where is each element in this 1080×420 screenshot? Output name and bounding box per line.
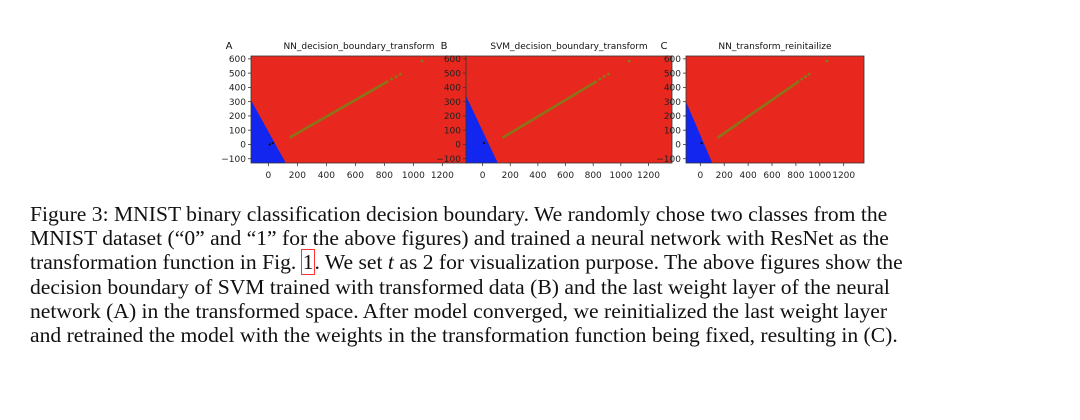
y-tick-label: 0 — [455, 141, 461, 151]
data-point — [627, 59, 631, 63]
x-tick-label: 200 — [502, 171, 519, 181]
transformed-points-line — [716, 80, 800, 139]
x-tick-label: 600 — [347, 171, 364, 181]
chart-panel-b: −100 0 100 200 300 400 500 600 0 200 400 600 800 1000… — [436, 41, 673, 181]
y-tick-label: 0 — [675, 141, 681, 151]
data-point — [807, 72, 811, 76]
x-tick-label: 1000 — [402, 171, 425, 181]
y-tick-label: 200 — [444, 112, 461, 122]
data-point — [602, 75, 606, 79]
figure-caption: Figure 3: MNIST binary classification de… — [30, 202, 1060, 347]
data-point — [390, 77, 394, 81]
caption-line: Figure 3: MNIST binary classification de… — [30, 202, 888, 226]
x-tick-label: 0 — [480, 171, 486, 181]
x-tick-label: 1200 — [431, 171, 454, 181]
decision-region-red — [466, 56, 672, 163]
x-tick-label: 1000 — [808, 171, 831, 181]
x-tick-label: 400 — [318, 171, 335, 181]
data-point — [420, 59, 424, 63]
y-tick-label: 600 — [664, 55, 681, 65]
data-point — [482, 141, 486, 145]
chart-panel-c: −100 0 100 200 300 400 500 600 0 200 400 600 800 1000… — [656, 41, 865, 181]
y-tick-label: 500 — [229, 69, 246, 79]
transformed-points-line — [502, 80, 598, 139]
x-tick-label: 400 — [529, 171, 546, 181]
x-tick-label: 1200 — [637, 171, 660, 181]
data-point — [800, 77, 804, 81]
y-tick-label: 400 — [444, 84, 461, 94]
y-tick-label: 400 — [229, 84, 246, 94]
y-tick-label: −100 — [221, 155, 246, 165]
decision-region-blue — [686, 101, 713, 163]
y-tick-label: −100 — [436, 155, 461, 165]
chart-title: NN_decision_boundary_transform — [283, 42, 434, 52]
y-tick-label: 500 — [444, 69, 461, 79]
data-point — [825, 59, 829, 63]
data-point — [394, 75, 398, 79]
data-point — [398, 72, 402, 76]
chart-title: NN_transform_reinitailize — [718, 42, 832, 52]
data-point — [606, 72, 610, 76]
y-tick-label: 200 — [664, 112, 681, 122]
figure-reference-link[interactable]: 1 — [300, 249, 316, 276]
x-tick-label: 800 — [585, 171, 602, 181]
variable-t: t — [387, 250, 394, 275]
data-point — [271, 141, 274, 145]
y-tick-label: −100 — [656, 155, 681, 165]
data-point — [268, 143, 272, 146]
caption-text: . We set — [314, 250, 388, 275]
x-tick-label: 200 — [289, 171, 306, 181]
decision-region-blue — [251, 100, 286, 163]
x-tick-label: 800 — [376, 171, 393, 181]
transformed-points-line — [288, 80, 389, 139]
panel-letter: B — [441, 41, 448, 52]
decision-region-red — [686, 56, 864, 163]
y-tick-label: 300 — [444, 98, 461, 108]
y-tick-label: 600 — [229, 55, 246, 65]
y-tick-label: 300 — [229, 98, 246, 108]
data-point — [598, 77, 602, 81]
x-tick-label: 0 — [266, 171, 272, 181]
x-tick-label: 1000 — [609, 171, 632, 181]
caption-line: transformation function in Fig. 1. We se… — [30, 249, 1060, 276]
y-tick-label: 500 — [664, 69, 681, 79]
x-tick-label: 800 — [787, 171, 804, 181]
caption-text: as 2 for visualization purpose. The abov… — [393, 250, 903, 275]
panel-letter: A — [226, 41, 233, 52]
decision-region-red — [251, 56, 467, 163]
data-point — [803, 75, 807, 79]
decision-region-blue — [466, 95, 498, 163]
panel-letter: C — [661, 41, 668, 52]
caption-line: MNIST dataset (“0” and “1” for the above… — [30, 226, 889, 251]
caption-line: decision boundary of SVM trained with tr… — [30, 274, 890, 299]
x-tick-label: 400 — [740, 171, 757, 181]
x-tick-label: 1200 — [832, 171, 855, 181]
x-tick-label: 200 — [716, 171, 733, 181]
caption-text: transformation function in Fig. — [30, 250, 302, 275]
y-tick-label: 200 — [229, 112, 246, 122]
y-tick-label: 100 — [664, 126, 681, 136]
y-tick-label: 0 — [240, 141, 246, 151]
x-tick-label: 600 — [557, 171, 574, 181]
plot-frame — [685, 55, 865, 164]
x-tick-label: 0 — [697, 171, 703, 181]
chart-title: SVM_decision_boundary_transform — [490, 42, 647, 52]
caption-line: network (A) in the transformed space. Af… — [30, 298, 888, 323]
y-tick-label: 100 — [229, 126, 246, 136]
data-point — [700, 141, 703, 145]
caption-line: and retrained the model with the weights… — [30, 323, 898, 348]
y-tick-label: 600 — [444, 55, 461, 65]
y-tick-label: 400 — [664, 84, 681, 94]
y-tick-label: 100 — [444, 126, 461, 136]
plot-frame — [465, 55, 673, 164]
x-tick-label: 600 — [763, 171, 780, 181]
y-tick-label: 300 — [664, 98, 681, 108]
